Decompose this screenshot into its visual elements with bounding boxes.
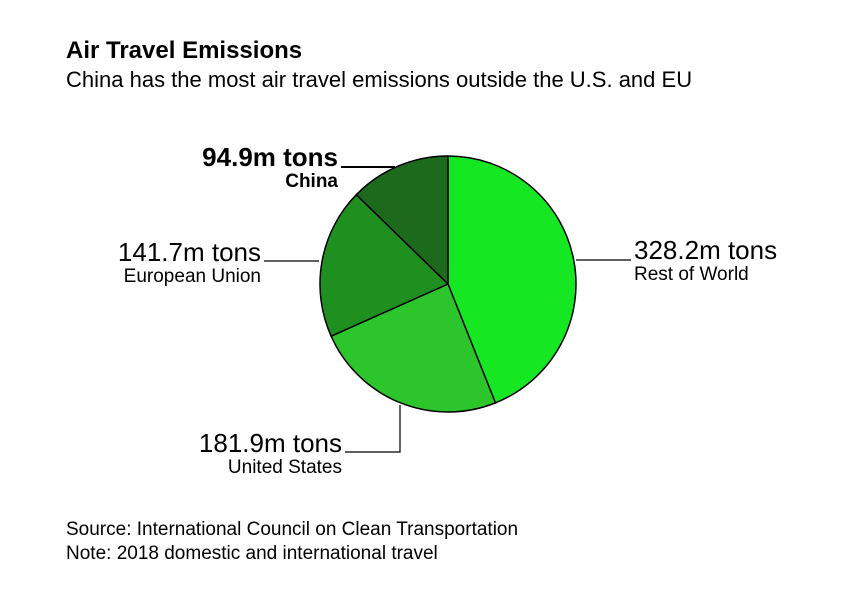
footnote: Note: 2018 domestic and international tr… [66, 543, 438, 564]
leader-line-united-states [345, 405, 401, 453]
pie-slice-rest-of-world [447, 155, 577, 404]
category-label-united-states: United States [228, 457, 342, 478]
category-label-china: China [285, 171, 338, 192]
category-label-european-union: European Union [124, 266, 261, 287]
chart-subtitle: China has the most air travel emissions … [66, 67, 693, 92]
value-label-united-states: 181.9m tons [199, 428, 342, 458]
chart-title: Air Travel Emissions [66, 37, 303, 64]
pie-slice-china [355, 155, 449, 285]
source-note: Source: International Council on Clean T… [66, 519, 519, 540]
pie-slice-european-union [319, 193, 449, 337]
category-label-rest-of-world: Rest of World [634, 264, 749, 285]
pie-slice-united-states [330, 283, 497, 413]
value-label-european-union: 141.7m tons [118, 237, 261, 267]
value-label-china: 94.9m tons [202, 142, 338, 172]
value-label-rest-of-world: 328.2m tons [634, 235, 777, 265]
